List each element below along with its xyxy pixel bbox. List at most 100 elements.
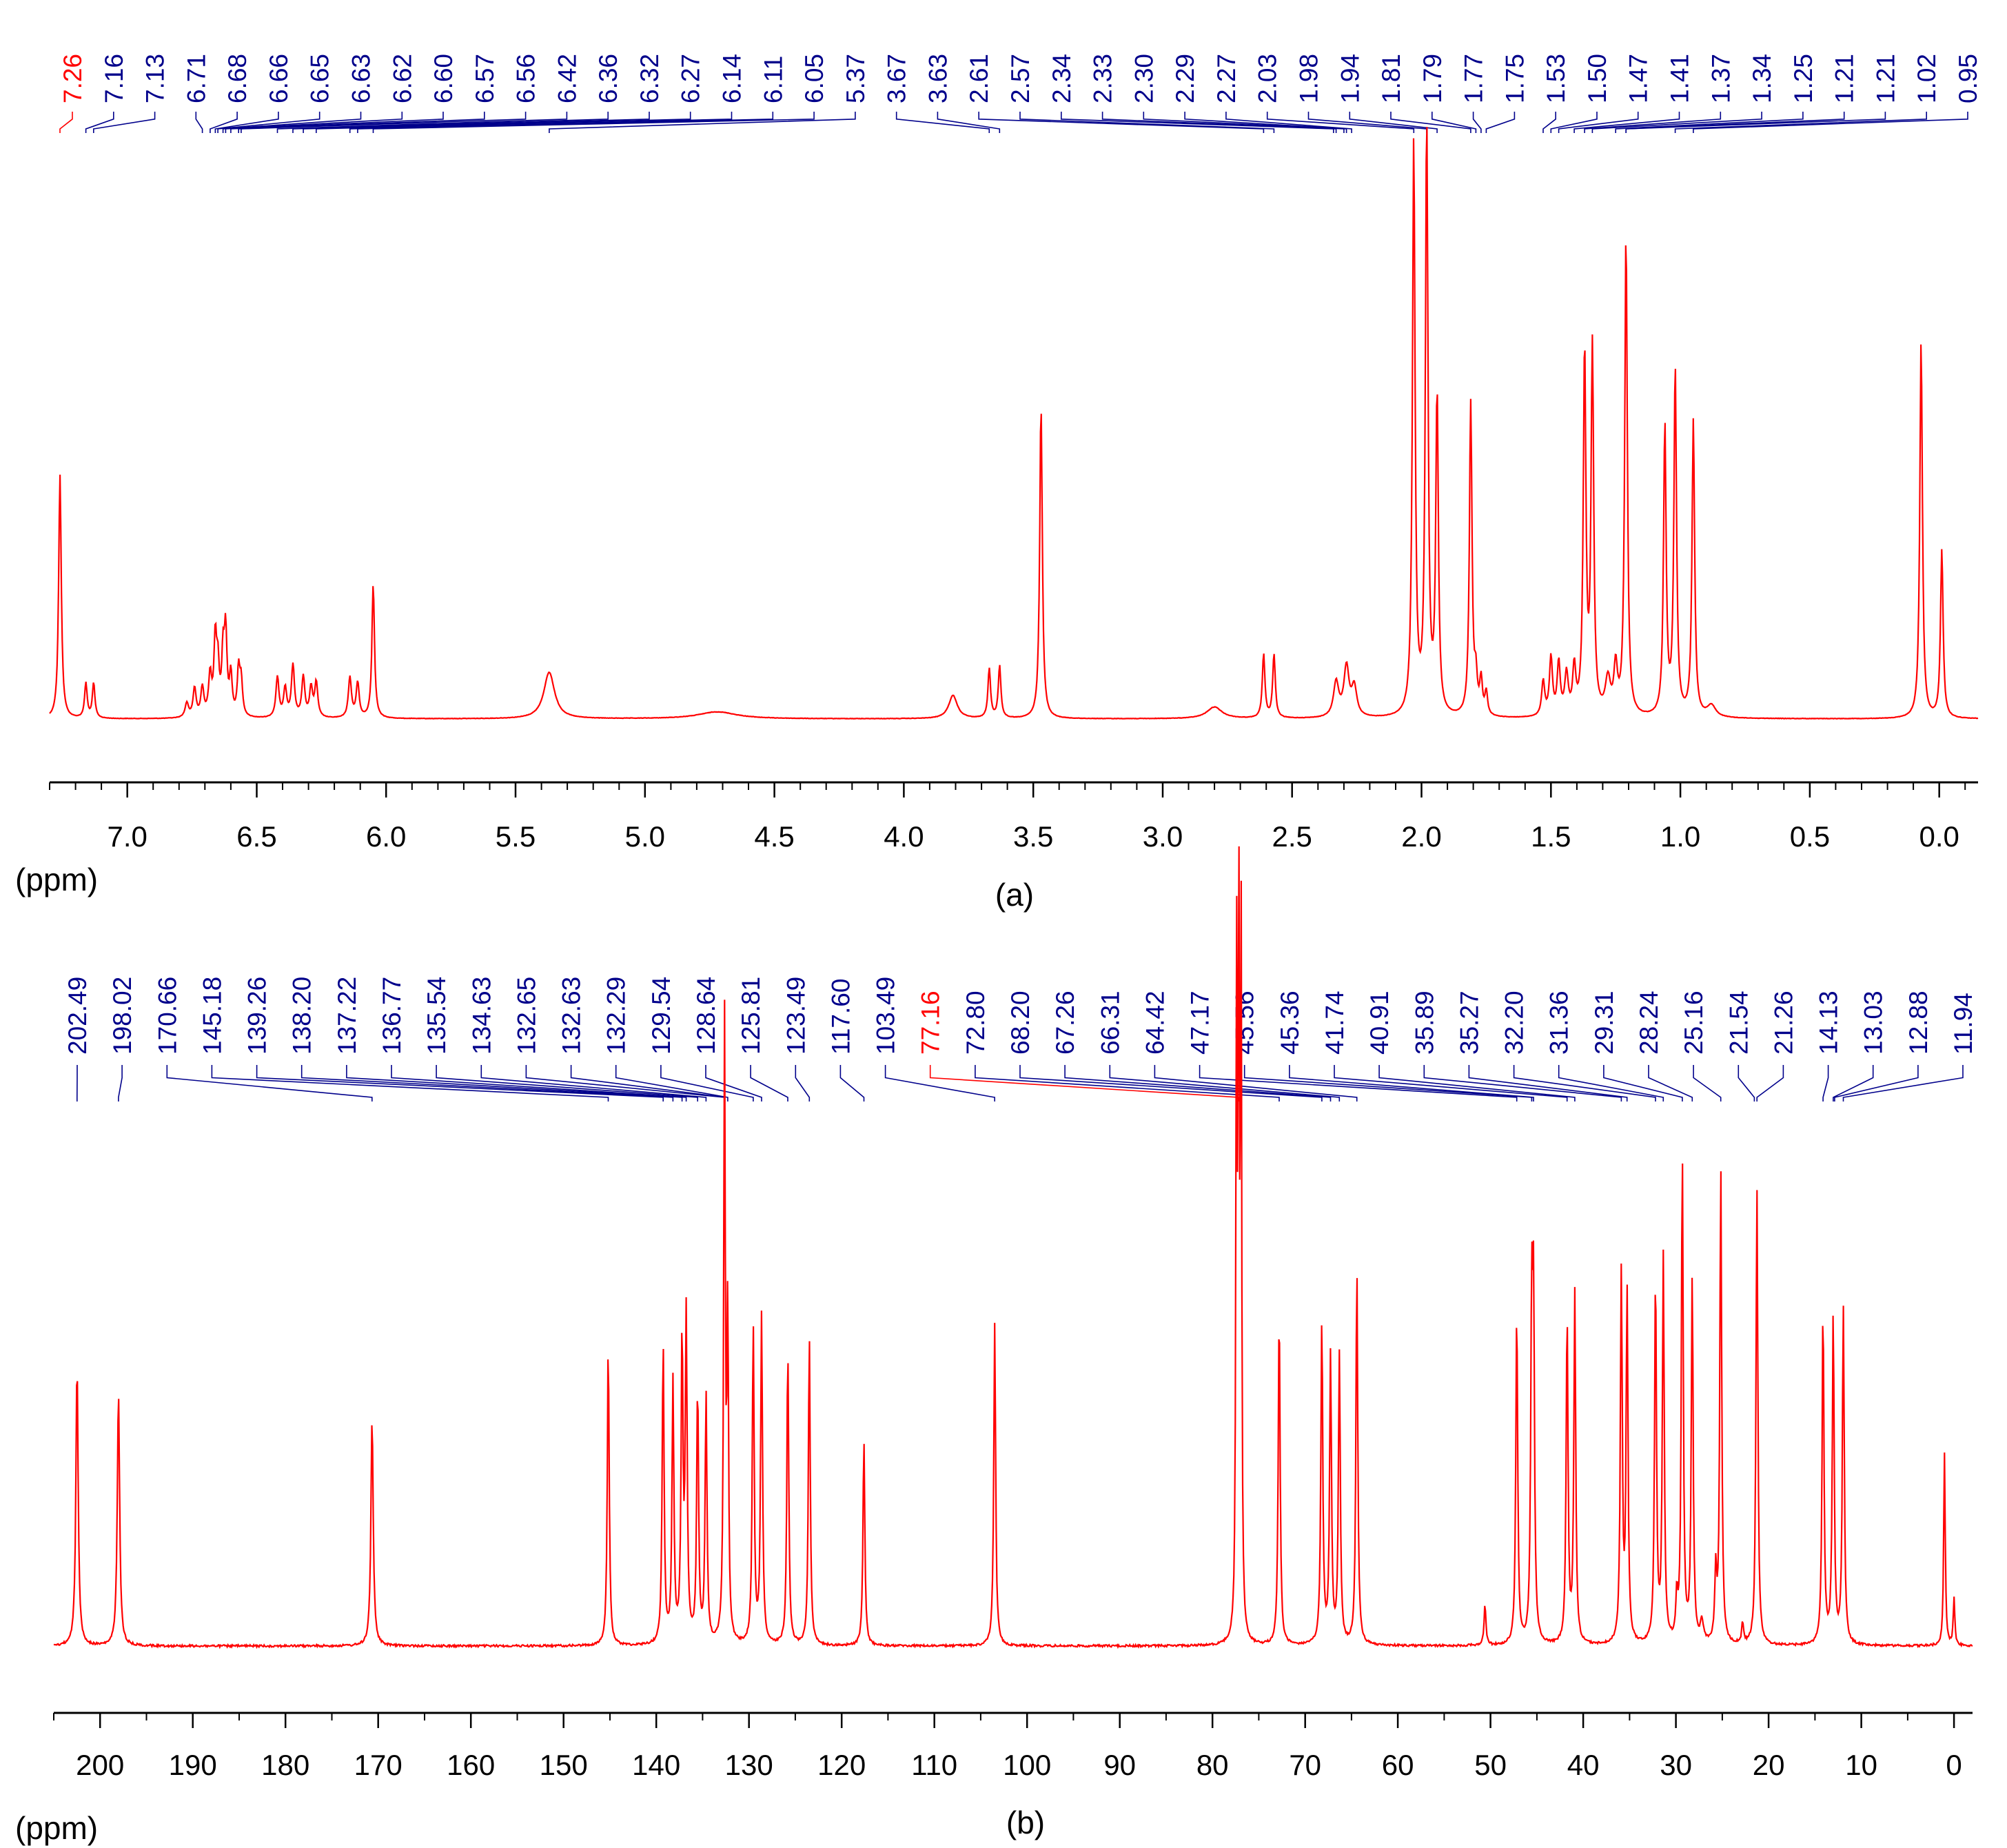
- peak-label: 28.24: [1635, 991, 1663, 1055]
- tick-label: 100: [1003, 1749, 1051, 1781]
- tick-label: 1.0: [1660, 820, 1700, 853]
- panel-a-peak-labels: 7.26 7.16 7.13 6.71 6.68 6.66 6.65 6.63 6.62 6.60…: [59, 54, 1982, 103]
- peak-label: 6.66: [265, 54, 293, 103]
- peak-label: 64.42: [1141, 991, 1169, 1055]
- peak-label: 1.77: [1460, 54, 1488, 103]
- peak-label: 67.26: [1051, 991, 1079, 1055]
- peak-connector: [85, 112, 114, 133]
- spectrum-line: [53, 846, 1973, 1649]
- spectrum-peak: [209, 678, 211, 680]
- spectrum-peak: [372, 585, 374, 587]
- peak-label: 139.26: [243, 977, 272, 1055]
- spectrum-peak: [705, 1398, 707, 1400]
- peak-connector: [1648, 1065, 1693, 1101]
- peak-connector: [1143, 112, 1345, 133]
- peak-connector: [1101, 112, 1337, 133]
- peak-connector: [1432, 112, 1477, 133]
- peak-label: 6.57: [471, 54, 499, 103]
- spectrum-peak: [371, 1419, 373, 1421]
- spectrum-peak: [1475, 683, 1477, 685]
- peak-connector: [750, 1065, 788, 1101]
- spectrum-peak: [662, 1343, 664, 1345]
- spectrum-peak: [1238, 931, 1240, 933]
- peak-connector: [615, 1065, 729, 1101]
- peak-label: 2.34: [1048, 54, 1076, 103]
- peak-connector: [1833, 1065, 1874, 1101]
- peak-label: 2.61: [965, 54, 993, 103]
- peak-connector: [292, 112, 609, 133]
- spectrum-peak: [238, 671, 240, 673]
- spectrum-peak: [752, 1329, 754, 1331]
- spectrum-peak: [726, 1322, 729, 1324]
- tick-label: 110: [911, 1749, 957, 1781]
- spectrum-peak: [1674, 369, 1676, 372]
- spectrum-peak: [1436, 398, 1438, 400]
- peak-connector: [705, 1065, 762, 1101]
- peak-connector: [391, 1065, 687, 1101]
- spectrum-peak: [85, 683, 87, 685]
- peak-connector: [1472, 112, 1482, 133]
- tick-label: 180: [261, 1749, 309, 1781]
- spectrum-peak: [1236, 945, 1238, 947]
- panel-b-spectrum-trace: [53, 846, 1973, 1649]
- peak-label: 1.94: [1336, 54, 1364, 103]
- spectrum-line: [49, 127, 1979, 720]
- tick-label: 50: [1474, 1749, 1507, 1781]
- peak-label: 1.25: [1789, 54, 1817, 103]
- spectrum-peak: [117, 1391, 119, 1393]
- tick-label: 60: [1382, 1749, 1414, 1781]
- spectrum-peak: [1681, 1157, 1683, 1159]
- peak-label: 1.75: [1500, 54, 1529, 103]
- spectrum-peak: [1485, 695, 1487, 697]
- peak-label: 145.18: [198, 977, 226, 1055]
- tick-label: 20: [1753, 1749, 1785, 1781]
- spectrum-peak: [225, 637, 227, 639]
- spectrum-peak: [1691, 1281, 1693, 1283]
- peak-label: 6.42: [553, 54, 581, 103]
- spectrum-peak: [186, 703, 188, 705]
- spectrum-peak: [999, 666, 1001, 668]
- peak-connector: [1822, 1065, 1829, 1101]
- peak-label: 6.14: [718, 54, 746, 103]
- peak-connector: [276, 112, 568, 133]
- panel-b-caption: (b): [1006, 1805, 1045, 1840]
- spectrum-peak: [1240, 945, 1242, 947]
- peak-label: 41.74: [1321, 991, 1349, 1055]
- peak-label: 1.21: [1871, 54, 1899, 103]
- peak-connector: [1468, 1065, 1628, 1101]
- peak-connector: [357, 112, 774, 133]
- peak-connector: [1019, 1065, 1323, 1101]
- spectrum-peak: [1480, 683, 1482, 685]
- spectrum-peak: [310, 689, 312, 691]
- peak-label: 132.63: [558, 977, 586, 1055]
- peak-connector: [241, 112, 527, 133]
- tick-label: 160: [447, 1749, 495, 1781]
- peak-connector: [349, 112, 733, 133]
- spectrum-peak: [1516, 1309, 1518, 1311]
- spectrum-peak: [1335, 683, 1337, 685]
- peak-label: 66.31: [1096, 991, 1124, 1055]
- spectrum-peak: [1329, 1357, 1332, 1359]
- peak-connector: [372, 112, 815, 133]
- spectrum-peak: [1353, 689, 1355, 691]
- peak-label: 132.65: [512, 977, 540, 1055]
- peak-label: 25.16: [1680, 991, 1708, 1055]
- peak-label: 6.60: [429, 54, 458, 103]
- spectrum-peak: [1413, 143, 1415, 145]
- peak-connector: [214, 112, 279, 133]
- peak-label: 103.49: [872, 977, 900, 1055]
- peak-label: 1.21: [1831, 54, 1859, 103]
- spectrum-peak: [1607, 683, 1609, 685]
- peak-connector: [660, 1065, 754, 1101]
- peak-label: 117.60: [826, 979, 855, 1055]
- spectrum-peak: [863, 1439, 865, 1441]
- spectrum-peak: [1662, 1261, 1664, 1263]
- spectrum-peak: [1615, 671, 1617, 673]
- panel-a-spectrum-trace: [49, 127, 1979, 720]
- tick-label: 6.5: [236, 820, 276, 853]
- peak-connector: [436, 1065, 699, 1101]
- peak-label: 7.16: [100, 54, 128, 103]
- peak-connector: [1243, 1065, 1533, 1101]
- spectrum-peak: [1822, 1309, 1824, 1311]
- peak-label: 202.49: [63, 977, 92, 1055]
